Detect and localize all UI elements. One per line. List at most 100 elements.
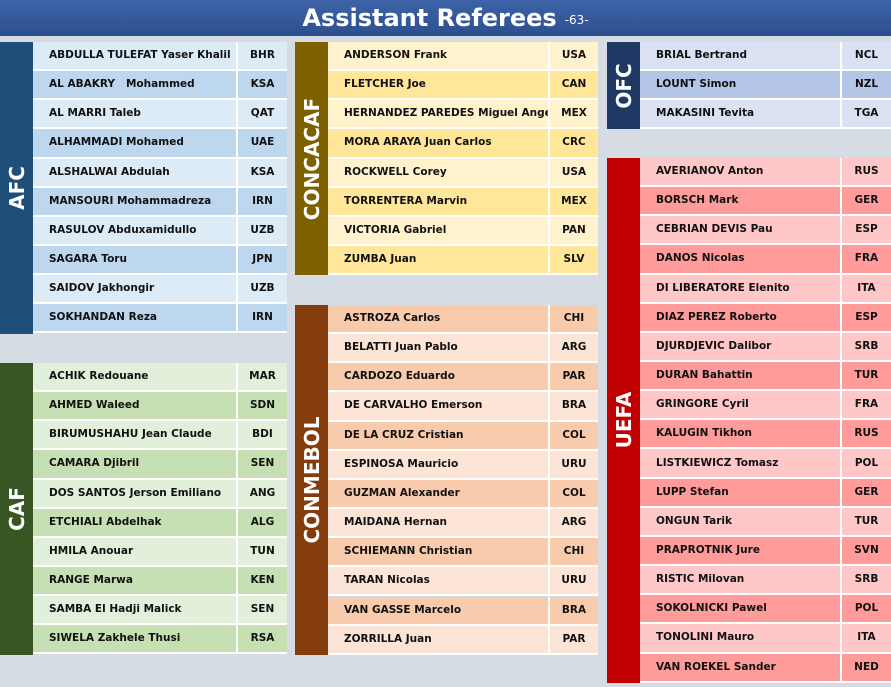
country-code: SDN: [236, 392, 287, 422]
country-code: FRA: [840, 391, 891, 421]
referee-name: DIAZ PEREZ Roberto: [640, 303, 840, 333]
referee-name: CAMARA Djibril: [33, 450, 236, 480]
referee-name: VAN ROEKEL Sander: [640, 653, 840, 683]
referee-name: SAIDOV Jakhongir: [33, 275, 236, 305]
section-label: CONCACAF: [299, 97, 324, 220]
referee-name: BORSCH Mark: [640, 187, 840, 217]
referee-name: HMILA Anouar: [33, 537, 236, 568]
country-code: IRN: [236, 187, 287, 217]
country-code: KEN: [236, 567, 287, 597]
referee-name: RANGE Marwa: [33, 567, 236, 597]
referee-name: GRINGORE Cyril: [640, 391, 840, 421]
country-code: USA: [548, 158, 598, 188]
referee-name: LOUNT Simon: [640, 71, 840, 101]
country-code: SRB: [840, 332, 891, 363]
section-label: CAF: [4, 486, 29, 531]
country-code: ESP: [840, 303, 891, 333]
country-code: CHI: [548, 538, 598, 568]
referee-name: ANDERSON Frank: [328, 42, 548, 72]
section-bar: UEFA: [607, 158, 640, 683]
referee-name: ABDULLA TULEFAT Yaser Khalil: [33, 42, 236, 72]
country-code: GER: [840, 187, 891, 217]
referee-name: LISTKIEWICZ Tomasz: [640, 449, 840, 479]
country-code: SEN: [236, 596, 287, 626]
referee-name: TORRENTERA Marvin: [328, 187, 548, 217]
country-code: USA: [548, 42, 598, 72]
country-code: POL: [840, 449, 891, 479]
referee-name: SCHIEMANN Christian: [328, 538, 548, 568]
country-code: SEN: [236, 450, 287, 480]
referee-name: MAIDANA Hernan: [328, 509, 548, 539]
country-code: NZL: [840, 71, 891, 101]
country-code: MAR: [236, 363, 287, 393]
country-code: TUR: [840, 507, 891, 537]
country-code: FRA: [840, 245, 891, 275]
country-code: POL: [840, 595, 891, 625]
country-code: RSA: [236, 625, 287, 655]
country-code: CRC: [548, 129, 598, 159]
referee-name: ZORRILLA Juan: [328, 625, 548, 655]
section-bar: AFC: [0, 42, 33, 334]
country-code: SVN: [840, 536, 891, 567]
page-number: -63-: [564, 13, 589, 27]
country-code: ANG: [236, 479, 287, 509]
section-bar: CONCACAF: [295, 42, 328, 276]
country-code: ARG: [548, 334, 598, 364]
country-code: COL: [548, 479, 598, 510]
referee-name: ACHIK Redouane: [33, 363, 236, 393]
referee-name: ASTROZA Carlos: [328, 305, 548, 335]
country-code: TUR: [840, 362, 891, 392]
referee-name: GUZMAN Alexander: [328, 479, 548, 510]
referee-name: VAN GASSE Marcelo: [328, 596, 548, 626]
country-code: RUS: [840, 158, 891, 188]
country-code: ITA: [840, 624, 891, 654]
country-code: COL: [548, 421, 598, 451]
referee-name: FLETCHER Joe: [328, 71, 548, 101]
country-code: TUN: [236, 537, 287, 568]
referee-name: AL MARRI Taleb: [33, 100, 236, 130]
country-code: MEX: [548, 100, 598, 130]
country-code: KSA: [236, 71, 287, 101]
country-code: PAR: [548, 625, 598, 655]
country-code: JPN: [236, 246, 287, 276]
referee-name: DURAN Bahattin: [640, 362, 840, 392]
section-label: OFC: [611, 63, 636, 109]
country-code: SRB: [840, 566, 891, 596]
referee-name: KALUGIN Tikhon: [640, 420, 840, 450]
title-bar: Assistant Referees -63-: [0, 0, 891, 36]
referee-name: VICTORIA Gabriel: [328, 216, 548, 247]
referee-name: CARDOZO Eduardo: [328, 363, 548, 393]
referee-name: ALSHALWAI Abdulah: [33, 158, 236, 188]
country-code: ARG: [548, 509, 598, 539]
referee-name: ETCHIALI Abdelhak: [33, 508, 236, 538]
referee-name: TARAN Nicolas: [328, 567, 548, 597]
referee-name: AL ABAKRY Mohammed: [33, 71, 236, 101]
title: Assistant Referees: [302, 4, 557, 32]
referee-name: DE LA CRUZ Cristian: [328, 421, 548, 451]
referee-name: ALHAMMADI Mohamed: [33, 129, 236, 159]
referee-name: HERNANDEZ PAREDES Miguel Angel: [328, 100, 548, 130]
referee-name: AHMED Waleed: [33, 392, 236, 422]
country-code: ESP: [840, 216, 891, 246]
country-code: BRA: [548, 392, 598, 422]
country-code: UAE: [236, 129, 287, 159]
referee-name: SIWELA Zakhele Thusi: [33, 625, 236, 655]
referee-name: CEBRIAN DEVIS Pau: [640, 216, 840, 246]
country-code: PAR: [548, 363, 598, 393]
country-code: BDI: [236, 421, 287, 451]
country-code: UZB: [236, 216, 287, 247]
country-code: NED: [840, 653, 891, 683]
section-label: AFC: [4, 165, 29, 210]
referee-name: SAGARA Toru: [33, 246, 236, 276]
country-code: NCL: [840, 42, 891, 72]
referee-name: ZUMBA Juan: [328, 246, 548, 276]
country-code: MEX: [548, 187, 598, 217]
section-bar: CAF: [0, 363, 33, 655]
country-code: GER: [840, 478, 891, 508]
country-code: TGA: [840, 100, 891, 130]
country-code: BHR: [236, 42, 287, 72]
country-code: PAN: [548, 216, 598, 247]
country-code: UZB: [236, 275, 287, 305]
referee-name: DANOS Nicolas: [640, 245, 840, 275]
